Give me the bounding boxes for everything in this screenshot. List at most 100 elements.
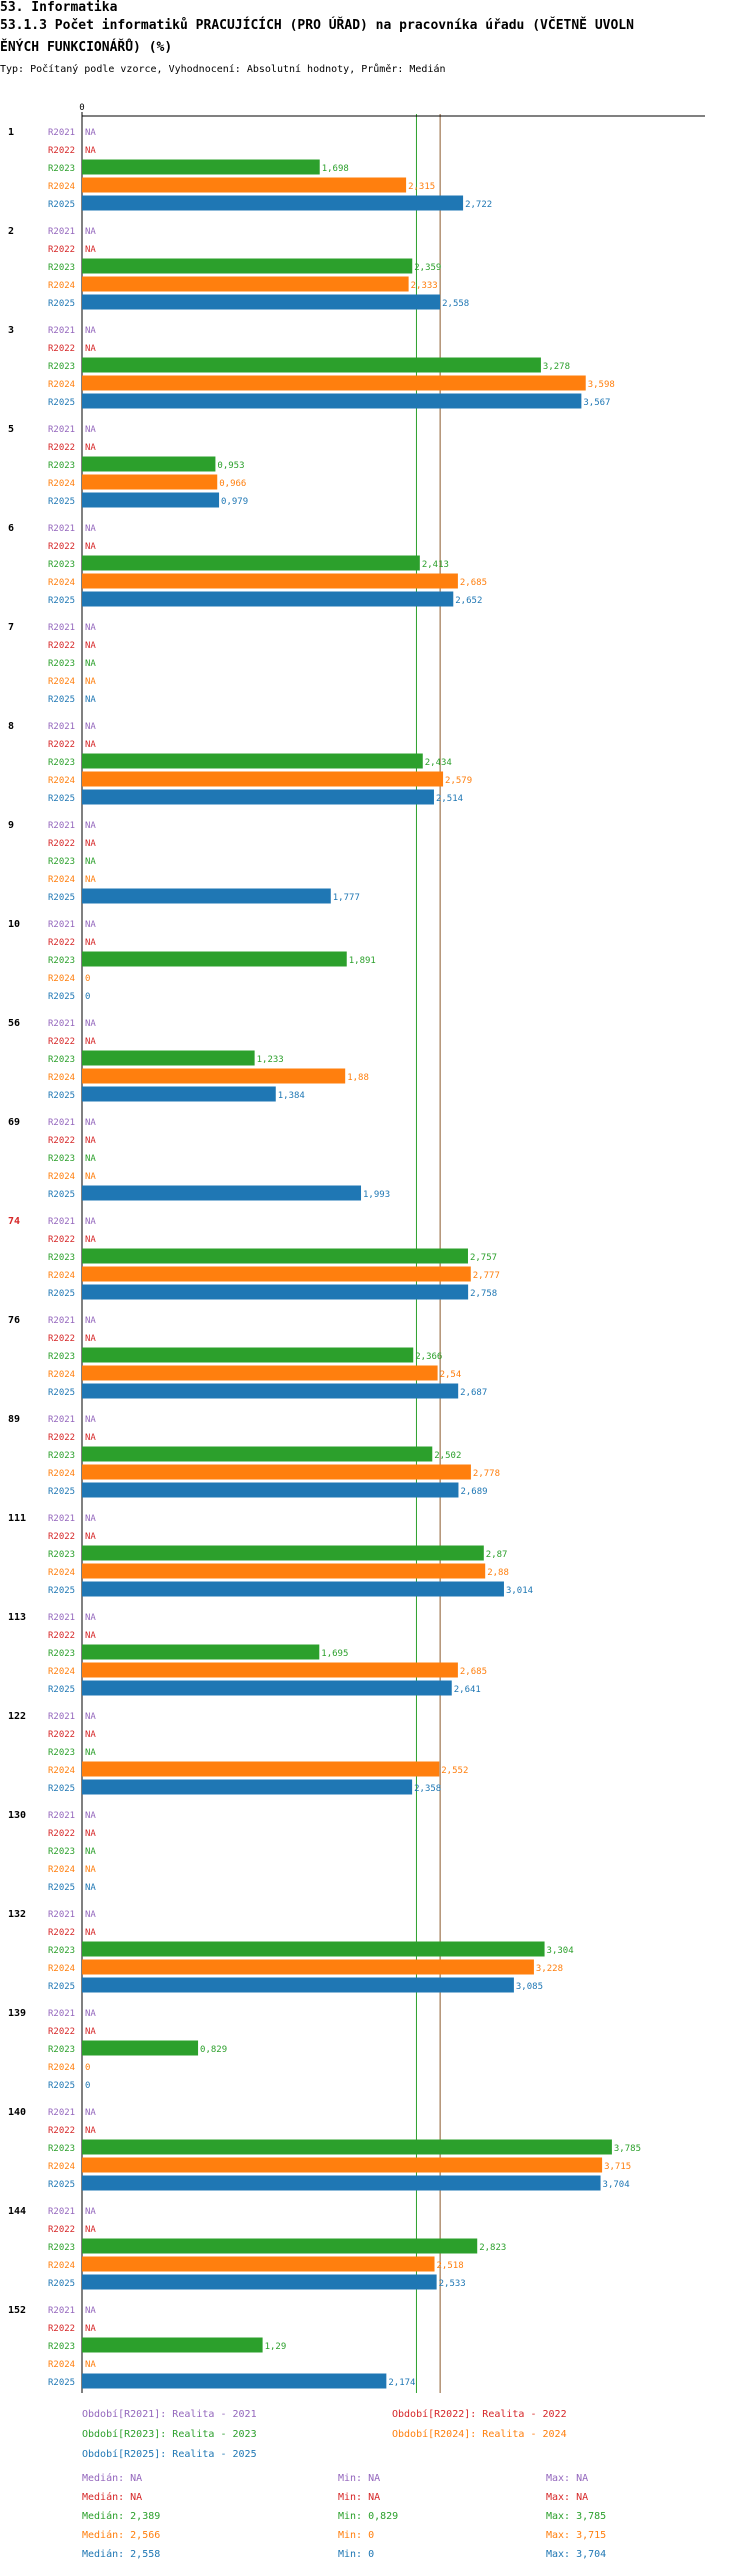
bar-r2023: [82, 1248, 468, 1264]
series-label: R2021: [48, 1811, 75, 1821]
group-label: 69: [8, 1117, 20, 1128]
value-label: 0: [85, 2063, 90, 2073]
legend-period-r2023: Období[R2023]: Realita - 2023: [82, 2429, 257, 2440]
value-label: NA: [85, 2360, 96, 2370]
value-label: 3,304: [547, 1946, 574, 1956]
value-label: 0,966: [219, 479, 246, 489]
series-label: R2023: [48, 659, 75, 669]
series-label: R2023: [48, 758, 75, 768]
value-label: 2,518: [437, 2261, 464, 2271]
series-label: R2024: [48, 1370, 75, 1380]
group-label: 3: [8, 325, 14, 336]
value-label: NA: [85, 722, 96, 732]
bar-chart: 0 1 R2021 NA R2022 NA R2023 1,698 R2024 2,315 R202…: [8, 103, 705, 2393]
series-label: R2021: [48, 1217, 75, 1227]
bar-r2024: [82, 276, 409, 292]
value-label: NA: [85, 1433, 96, 1443]
value-label: 2,88: [487, 1568, 509, 1578]
group-label: 5: [8, 424, 14, 435]
series-label: R2021: [48, 821, 75, 831]
group-label: 56: [8, 1018, 20, 1029]
group-label: 132: [8, 1909, 26, 1920]
value-label: 1,29: [265, 2342, 287, 2352]
group-label: 130: [8, 1810, 26, 1821]
series-label: R2025: [48, 695, 75, 705]
bar-r2024: [82, 1068, 346, 1084]
value-label: 2,87: [486, 1550, 508, 1560]
value-label: NA: [85, 1118, 96, 1128]
value-label: 1,88: [347, 1073, 369, 1083]
legend-max-r2023: Max: 3,785: [546, 2511, 607, 2522]
bar-r2023: [82, 1941, 545, 1957]
series-label: R2024: [48, 1568, 75, 1578]
value-label: 2,685: [460, 1667, 487, 1677]
series-label: R2025: [48, 2081, 75, 2091]
series-label: R2021: [48, 1019, 75, 1029]
series-label: R2024: [48, 677, 75, 687]
value-label: 3,704: [603, 2180, 630, 2190]
series-label: R2021: [48, 722, 75, 732]
value-label: NA: [85, 326, 96, 336]
series-label: R2024: [48, 776, 75, 786]
series-label: R2022: [48, 1532, 75, 1542]
series-label: R2023: [48, 956, 75, 966]
bar-r2025: [82, 789, 434, 805]
legend-min-r2023: Min: 0,829: [338, 2511, 399, 2522]
series-label: R2025: [48, 1982, 75, 1992]
bar-r2024: [82, 771, 444, 787]
value-label: NA: [85, 1532, 96, 1542]
bar-r2023: [82, 1347, 414, 1363]
series-label: R2025: [48, 1784, 75, 1794]
legend-max-r2025: Max: 3,704: [546, 2549, 607, 2560]
series-label: R2023: [48, 857, 75, 867]
bar-r2025: [82, 492, 220, 508]
series-label: R2022: [48, 2324, 75, 2334]
value-label: 2,333: [411, 281, 438, 291]
series-label: R2025: [48, 1487, 75, 1497]
series-label: R2022: [48, 146, 75, 156]
bar-r2023: [82, 357, 541, 373]
value-label: 0: [85, 2081, 90, 2091]
bar-r2025: [82, 2373, 387, 2389]
bar-r2023: [82, 2238, 478, 2254]
series-label: R2024: [48, 2360, 75, 2370]
series-label: R2024: [48, 1073, 75, 1083]
bar-r2025: [82, 294, 441, 310]
bar-r2024: [82, 1761, 440, 1777]
value-label: 1,233: [257, 1055, 284, 1065]
value-label: NA: [85, 623, 96, 633]
group-label: 111: [8, 1513, 26, 1524]
group-label: 140: [8, 2107, 26, 2118]
series-label: R2023: [48, 1055, 75, 1065]
bar-r2023: [82, 555, 420, 571]
bar-r2024: [82, 573, 458, 589]
value-label: NA: [85, 344, 96, 354]
series-label: R2021: [48, 326, 75, 336]
value-label: NA: [85, 2108, 96, 2118]
series-label: R2021: [48, 1514, 75, 1524]
value-label: NA: [85, 821, 96, 831]
series-label: R2025: [48, 794, 75, 804]
series-label: R2024: [48, 182, 75, 192]
series-label: R2024: [48, 578, 75, 588]
value-label: NA: [85, 227, 96, 237]
value-label: 2,366: [415, 1352, 442, 1362]
legend-median-r2021: Medián: NA: [82, 2473, 143, 2484]
series-label: R2021: [48, 1910, 75, 1920]
series-label: R2021: [48, 1613, 75, 1623]
value-label: NA: [85, 1865, 96, 1875]
legend-period-r2025: Období[R2025]: Realita - 2025: [82, 2449, 257, 2460]
series-label: R2023: [48, 1550, 75, 1560]
bar-r2023: [82, 2337, 263, 2353]
series-label: R2022: [48, 1829, 75, 1839]
series-label: R2022: [48, 740, 75, 750]
value-label: NA: [85, 1037, 96, 1047]
series-label: R2024: [48, 1964, 75, 1974]
bar-r2025: [82, 1581, 504, 1597]
series-label: R2024: [48, 1271, 75, 1281]
bar-r2023: [82, 159, 320, 175]
series-label: R2024: [48, 1172, 75, 1182]
value-label: NA: [85, 920, 96, 930]
group-label: 7: [8, 622, 14, 633]
series-label: R2023: [48, 1649, 75, 1659]
